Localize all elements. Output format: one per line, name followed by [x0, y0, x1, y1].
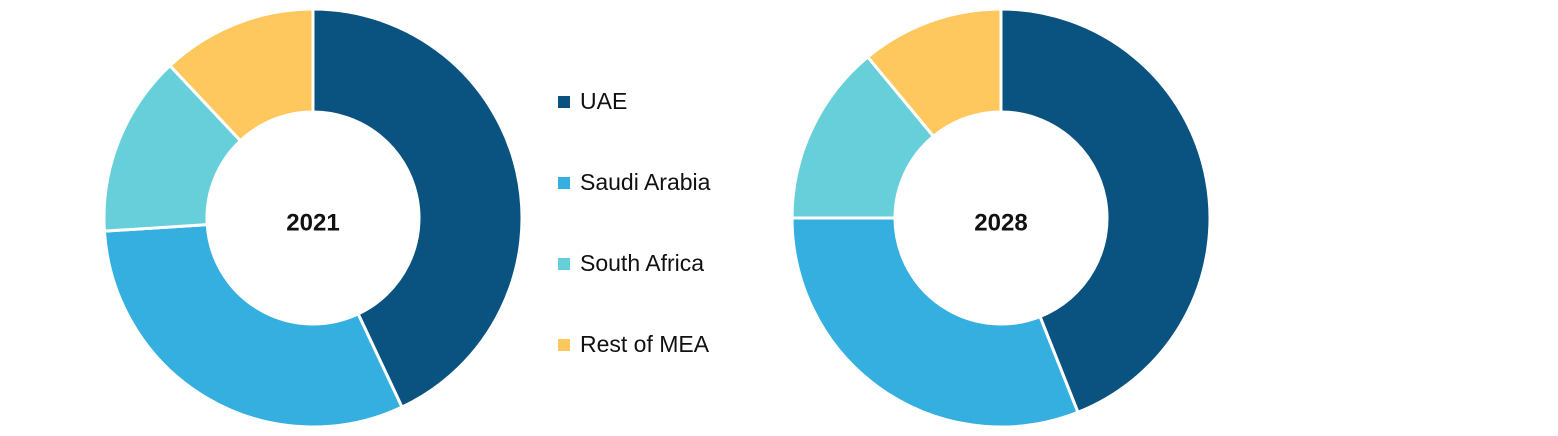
chart-title: 2021 — [286, 209, 339, 236]
legend-swatch — [558, 258, 570, 270]
legend-label: UAE — [580, 88, 627, 114]
legend-swatch — [558, 96, 570, 108]
donut-slice — [167, 7, 315, 143]
legend-label: Saudi Arabia — [580, 169, 711, 195]
donut-slice — [102, 63, 243, 233]
donut-slice — [102, 223, 404, 429]
donut-slice — [790, 216, 1080, 429]
donut-slice — [865, 7, 1003, 139]
donut-slice — [790, 54, 936, 220]
donut-slice — [999, 7, 1212, 415]
legend-swatch — [558, 339, 570, 351]
chart-title: 2028 — [974, 209, 1027, 236]
legend-label: South Africa — [580, 250, 704, 276]
legend-label: Rest of MEA — [580, 331, 710, 357]
donut-slice — [311, 7, 524, 410]
legend-swatch — [558, 177, 570, 189]
